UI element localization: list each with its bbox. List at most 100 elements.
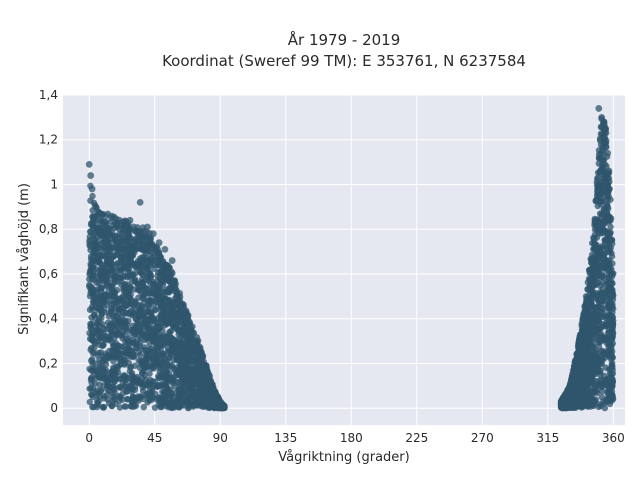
scatter-point xyxy=(145,301,152,309)
x-tick-label: 270 xyxy=(471,431,494,445)
scatter-point xyxy=(114,349,122,356)
scatter-point xyxy=(600,398,607,405)
scatter-point xyxy=(197,402,204,410)
scatter-point xyxy=(178,302,186,310)
scatter-point xyxy=(90,288,97,296)
y-tick-label: 1,2 xyxy=(39,133,58,147)
scatter-point xyxy=(113,301,120,308)
scatter-point xyxy=(86,398,94,406)
scatter-point xyxy=(202,400,209,407)
scatter-point xyxy=(207,388,214,396)
scatter-point xyxy=(175,340,182,347)
scatter-point xyxy=(85,160,93,168)
scatter-point xyxy=(139,330,147,337)
scatter-point xyxy=(128,300,135,307)
scatter-point xyxy=(595,147,603,154)
scatter-point xyxy=(151,265,158,272)
scatter-point xyxy=(609,378,616,386)
scatter-point xyxy=(582,388,590,395)
scatter-point xyxy=(595,383,603,390)
scatter-point xyxy=(601,236,608,244)
scatter-point xyxy=(579,384,586,391)
scatter-point xyxy=(87,228,94,236)
scatter-point xyxy=(566,383,574,391)
scatter-point xyxy=(186,343,193,350)
scatter-point xyxy=(143,382,150,389)
scatter-point xyxy=(134,302,141,309)
scatter-point xyxy=(165,347,172,355)
scatter-point xyxy=(89,384,97,392)
scatter-point xyxy=(129,386,136,393)
scatter-point xyxy=(167,327,175,335)
scatter-point xyxy=(120,372,127,379)
scatter-point xyxy=(147,279,154,286)
scatter-point xyxy=(130,396,137,403)
y-tick-label: 0,4 xyxy=(39,312,58,326)
scatter-point xyxy=(584,300,591,307)
scatter-point xyxy=(105,309,113,316)
scatter-point xyxy=(97,301,105,309)
scatter-point xyxy=(143,355,150,362)
scatter-point xyxy=(132,228,140,235)
scatter-point xyxy=(594,174,601,181)
scatter-point xyxy=(93,234,100,241)
scatter-point xyxy=(152,390,159,398)
scatter-point xyxy=(604,245,611,253)
scatter-point xyxy=(558,402,565,410)
scatter-point xyxy=(157,254,164,261)
scatter-point xyxy=(122,338,129,345)
scatter-point xyxy=(106,380,113,387)
scatter-point xyxy=(569,377,576,384)
scatter-point xyxy=(154,249,161,256)
scatter-point xyxy=(97,285,105,292)
scatter-point xyxy=(595,105,603,112)
scatter-point xyxy=(121,281,129,288)
scatter-point xyxy=(123,324,130,332)
scatter-point xyxy=(135,286,143,293)
scatter-point xyxy=(118,297,126,304)
scatter-point xyxy=(190,402,197,409)
scatter-point xyxy=(139,281,147,288)
scatter-cluster xyxy=(557,115,617,412)
scatter-point xyxy=(589,345,596,352)
scatter-point xyxy=(139,254,146,261)
scatter-point xyxy=(591,253,598,260)
scatter-point xyxy=(100,309,108,316)
scatter-point xyxy=(183,397,190,404)
scatter-point xyxy=(177,384,185,391)
scatter-point xyxy=(586,339,593,346)
scatter-point xyxy=(136,351,144,359)
x-tick-label: 360 xyxy=(602,431,625,445)
scatter-point xyxy=(107,297,115,304)
scatter-point xyxy=(154,286,161,293)
scatter-point xyxy=(148,258,155,266)
scatter-point xyxy=(93,319,101,327)
scatter-point xyxy=(123,349,130,357)
scatter-point xyxy=(603,322,610,329)
scatter-point xyxy=(597,282,604,289)
scatter-point xyxy=(116,226,123,233)
scatter-point xyxy=(136,267,143,275)
scatter-point xyxy=(132,376,139,384)
scatter-point xyxy=(601,404,609,412)
scatter-point xyxy=(597,198,604,206)
scatter-point xyxy=(106,388,113,395)
scatter-point xyxy=(128,259,135,267)
scatter-point xyxy=(581,318,589,326)
scatter-point xyxy=(205,373,212,380)
scatter-point xyxy=(99,218,106,225)
scatter-point xyxy=(110,366,117,373)
scatter-point xyxy=(96,277,104,284)
scatter-point xyxy=(116,306,123,313)
scatter-point xyxy=(188,374,195,381)
scatter-point xyxy=(609,260,616,267)
scatter-point xyxy=(568,404,576,411)
scatter-point xyxy=(116,245,124,252)
scatter-point xyxy=(119,253,126,260)
scatter-point xyxy=(180,374,187,382)
grid xyxy=(63,94,625,425)
scatter-point xyxy=(592,398,599,405)
scatter-point xyxy=(602,281,610,288)
x-tick-label: 315 xyxy=(536,431,559,445)
